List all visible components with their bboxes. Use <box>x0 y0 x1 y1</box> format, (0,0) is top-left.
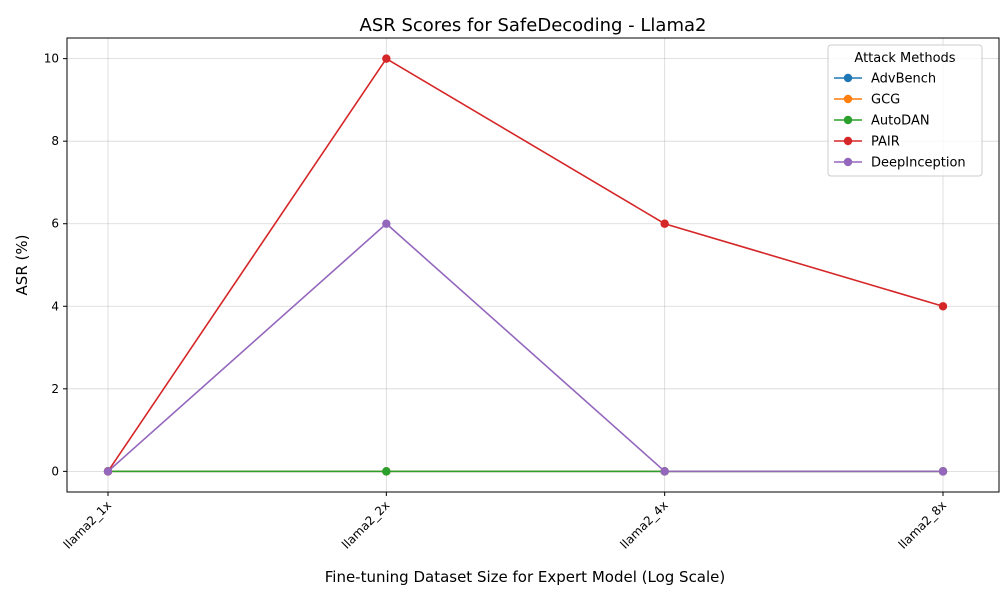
x-axis-label: Fine-tuning Dataset Size for Expert Mode… <box>325 568 726 586</box>
legend-entry: AdvBench <box>834 72 936 87</box>
legend-label: PAIR <box>871 135 900 150</box>
legend-title: Attack Methods <box>854 51 955 66</box>
legend: Attack Methods AdvBench GCG AutoDAN PAIR Dee… <box>827 44 983 177</box>
legend-swatch-marker <box>843 73 853 83</box>
y-tick-label: 0 <box>51 464 59 478</box>
grid <box>67 38 999 492</box>
series-lines <box>103 54 948 476</box>
legend-label: GCG <box>871 93 900 108</box>
data-point <box>382 467 391 476</box>
data-point <box>938 302 948 311</box>
y-tick-label: 4 <box>51 299 59 313</box>
data-point <box>660 467 669 476</box>
x-tick-label: llama2_4x <box>617 498 670 551</box>
legend-box <box>827 44 983 177</box>
x-tick-label: llama2_1x <box>61 498 114 551</box>
series-pair <box>103 54 948 476</box>
data-point <box>382 54 391 63</box>
y-tick-label: 10 <box>44 52 59 66</box>
chart-title: ASR Scores for SafeDecoding - Llama2 <box>360 15 707 36</box>
data-point <box>382 219 391 228</box>
legend-label: AutoDAN <box>871 114 930 129</box>
series-deepinception <box>103 219 948 476</box>
legend-entry: GCG <box>834 93 900 108</box>
data-point <box>103 467 113 476</box>
legend-swatch-marker <box>843 115 853 125</box>
legend-label: AdvBench <box>871 72 936 87</box>
plot-frame <box>66 37 1000 493</box>
data-point <box>938 467 948 476</box>
x-tick-label: llama2_2x <box>339 498 392 551</box>
legend-label: DeepInception <box>871 156 966 171</box>
series-line <box>107 222 943 473</box>
y-tick-label: 8 <box>51 134 59 148</box>
y-tick-label: 2 <box>51 382 59 396</box>
legend-entry: DeepInception <box>834 156 966 171</box>
y-axis-label: ASR (%) <box>13 235 31 296</box>
x-tick-label: llama2_8x <box>896 498 949 551</box>
series-line <box>107 57 944 472</box>
legend-swatch-marker <box>843 136 853 146</box>
legend-swatch-marker <box>843 94 853 104</box>
legend-entry: PAIR <box>834 135 900 150</box>
axis-ticks: 0 2 4 6 8 10 llama2_1x llama2_2x llama2_4x llama2… <box>44 52 949 552</box>
legend-swatch-marker <box>843 157 853 167</box>
y-tick-label: 6 <box>51 217 59 231</box>
legend-entry: AutoDAN <box>834 114 930 129</box>
data-point <box>660 219 669 228</box>
